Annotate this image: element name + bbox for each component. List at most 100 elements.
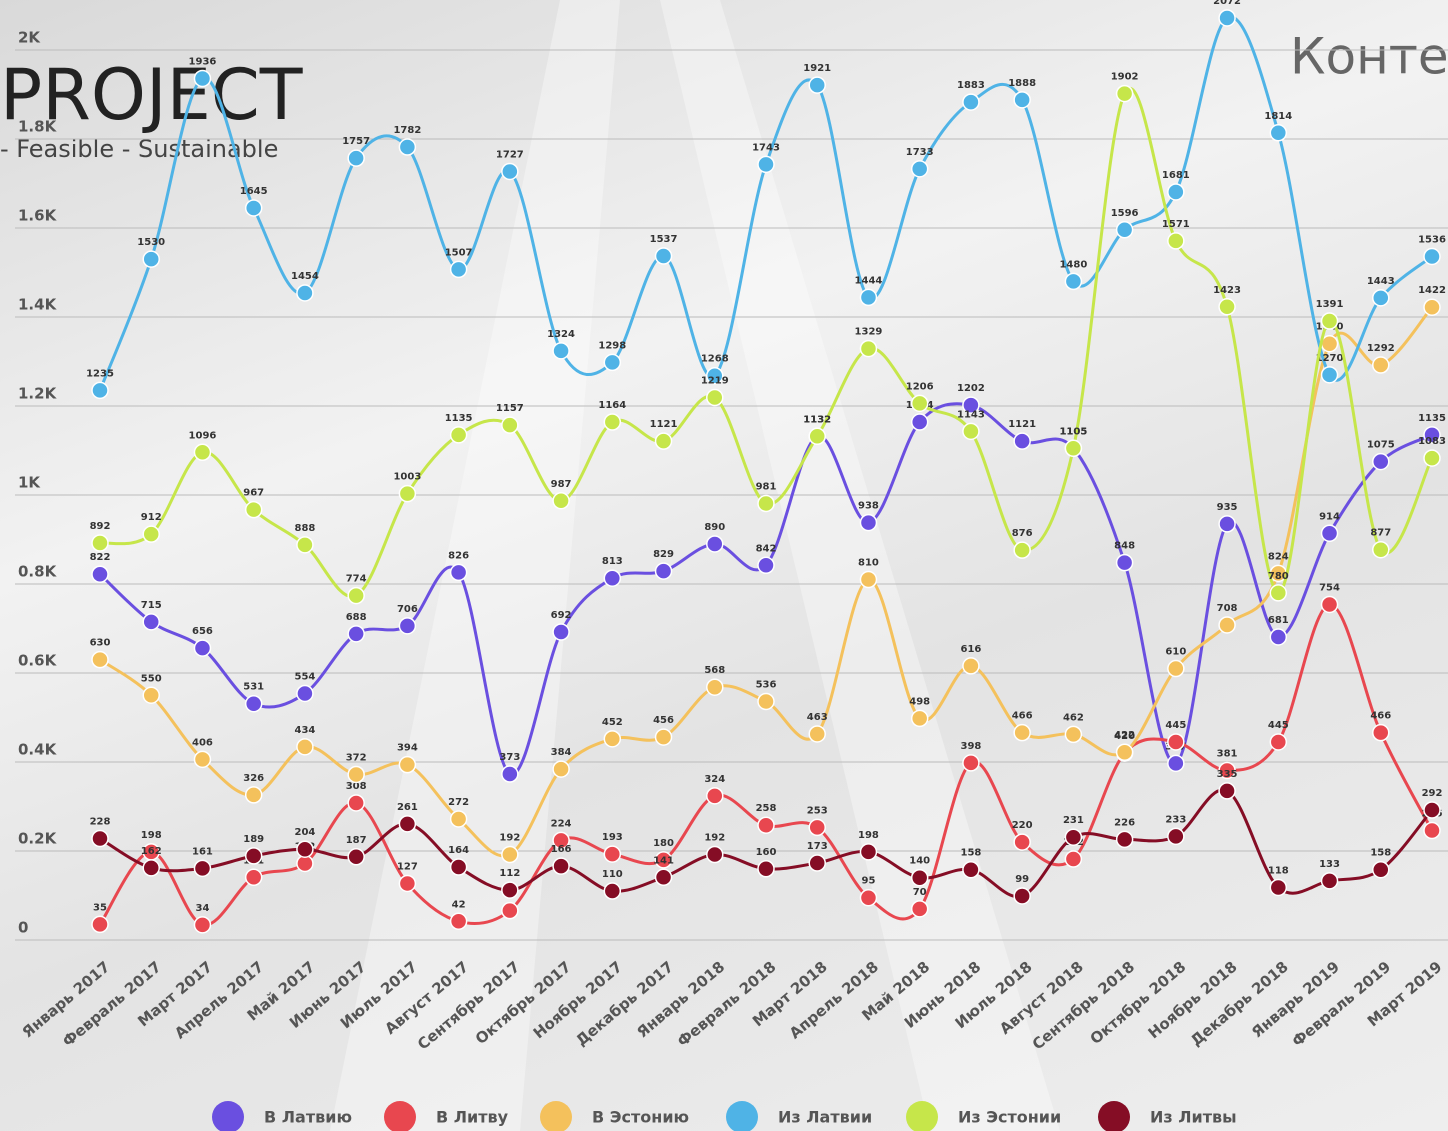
data-point bbox=[706, 366, 724, 385]
data-point bbox=[1372, 356, 1390, 374]
data-label: 531 bbox=[243, 682, 264, 693]
data-point bbox=[193, 639, 212, 657]
x-tick-label: Ноябрь 2017 bbox=[530, 958, 626, 1043]
data-point bbox=[706, 787, 724, 805]
data-point bbox=[193, 916, 212, 934]
data-label: 888 bbox=[294, 523, 315, 534]
data-label: 228 bbox=[90, 817, 111, 828]
data-label: 406 bbox=[192, 737, 213, 748]
data-point bbox=[244, 786, 263, 804]
data-label: 1391 bbox=[1316, 299, 1344, 310]
data-point bbox=[603, 353, 622, 372]
data-label: 95 bbox=[862, 876, 876, 887]
data-label: 127 bbox=[397, 861, 418, 872]
data-label: 141 bbox=[653, 855, 674, 866]
data-label: 826 bbox=[448, 550, 469, 561]
data-label: 1444 bbox=[855, 275, 883, 286]
data-label: 1921 bbox=[803, 63, 831, 74]
data-point bbox=[910, 709, 929, 728]
data-label: 466 bbox=[1370, 711, 1391, 722]
data-label: 706 bbox=[397, 604, 418, 615]
data-point bbox=[910, 160, 929, 178]
data-label: 193 bbox=[602, 832, 623, 843]
data-label: 1292 bbox=[1367, 343, 1395, 354]
data-point bbox=[142, 613, 160, 631]
legend-label: В Литву bbox=[436, 1108, 509, 1127]
data-label: 1219 bbox=[701, 376, 729, 387]
data-point bbox=[449, 426, 468, 444]
data-label: 189 bbox=[243, 834, 264, 845]
y-tick-label: 1K bbox=[18, 474, 41, 492]
data-label: 198 bbox=[141, 830, 162, 841]
data-label: 308 bbox=[346, 781, 367, 792]
legend-item: В Литву bbox=[384, 1101, 509, 1131]
data-point bbox=[1167, 733, 1185, 751]
data-label: 434 bbox=[294, 725, 315, 736]
data-point bbox=[91, 381, 109, 400]
data-point bbox=[244, 868, 263, 887]
data-point bbox=[1218, 515, 1236, 533]
legend-label: Из Литвы bbox=[1150, 1108, 1237, 1127]
data-point bbox=[1167, 659, 1185, 678]
data-label: 754 bbox=[1319, 582, 1340, 593]
data-point bbox=[347, 625, 365, 643]
data-label: 824 bbox=[1268, 551, 1289, 562]
data-label: 656 bbox=[192, 626, 213, 637]
data-point bbox=[1218, 761, 1236, 780]
data-point bbox=[1064, 439, 1083, 458]
data-label: 42 bbox=[452, 899, 466, 910]
data-point bbox=[1269, 628, 1288, 646]
data-label: 892 bbox=[90, 521, 111, 532]
data-label: 1105 bbox=[1059, 426, 1087, 437]
legend-item: В Латвию bbox=[212, 1101, 352, 1131]
data-point bbox=[859, 513, 878, 532]
data-label: 1121 bbox=[650, 419, 678, 430]
data-point bbox=[962, 422, 980, 441]
data-point bbox=[347, 765, 365, 784]
data-point bbox=[757, 155, 775, 174]
data-point bbox=[1115, 553, 1134, 572]
data-point bbox=[1218, 616, 1236, 634]
data-label: 692 bbox=[551, 610, 572, 621]
data-label: 1507 bbox=[445, 247, 473, 258]
data-point bbox=[1372, 723, 1390, 742]
data-label: 554 bbox=[294, 671, 315, 682]
data-point bbox=[1115, 743, 1134, 761]
data-label: 1681 bbox=[1162, 170, 1190, 181]
data-point bbox=[501, 845, 519, 864]
data-label: 422 bbox=[1114, 730, 1135, 741]
data-point bbox=[910, 413, 929, 431]
data-point bbox=[347, 794, 365, 812]
data-point bbox=[962, 860, 980, 879]
rail-decoration bbox=[660, 0, 1060, 1131]
data-point bbox=[142, 686, 160, 704]
data-label: 498 bbox=[909, 696, 930, 707]
data-label: 463 bbox=[807, 712, 828, 723]
data-label: 2072 bbox=[1213, 0, 1241, 7]
data-label: 938 bbox=[858, 501, 879, 512]
data-point bbox=[1013, 432, 1031, 450]
data-point bbox=[1218, 9, 1236, 27]
data-point bbox=[757, 860, 775, 878]
data-label: 253 bbox=[807, 805, 828, 816]
data-point bbox=[1115, 830, 1134, 849]
data-point bbox=[1320, 312, 1339, 330]
y-tick-label: 0.4K bbox=[18, 741, 58, 759]
y-tick-label: 0 bbox=[18, 919, 28, 937]
data-label: 224 bbox=[551, 818, 572, 829]
data-label: 272 bbox=[448, 797, 469, 808]
data-label: 335 bbox=[1217, 769, 1238, 780]
y-tick-label: 0.2K bbox=[18, 830, 58, 848]
data-label: 876 bbox=[1012, 528, 1033, 539]
data-label: 158 bbox=[960, 848, 981, 859]
data-label: 848 bbox=[1114, 541, 1135, 552]
data-label: 384 bbox=[551, 747, 572, 758]
data-point bbox=[1218, 298, 1236, 316]
data-label: 166 bbox=[551, 844, 572, 855]
legend-swatch bbox=[384, 1101, 416, 1131]
data-label: 394 bbox=[397, 743, 418, 754]
data-point bbox=[603, 845, 622, 863]
data-point bbox=[91, 829, 109, 848]
data-point bbox=[552, 760, 570, 778]
data-label: 1571 bbox=[1162, 219, 1190, 230]
